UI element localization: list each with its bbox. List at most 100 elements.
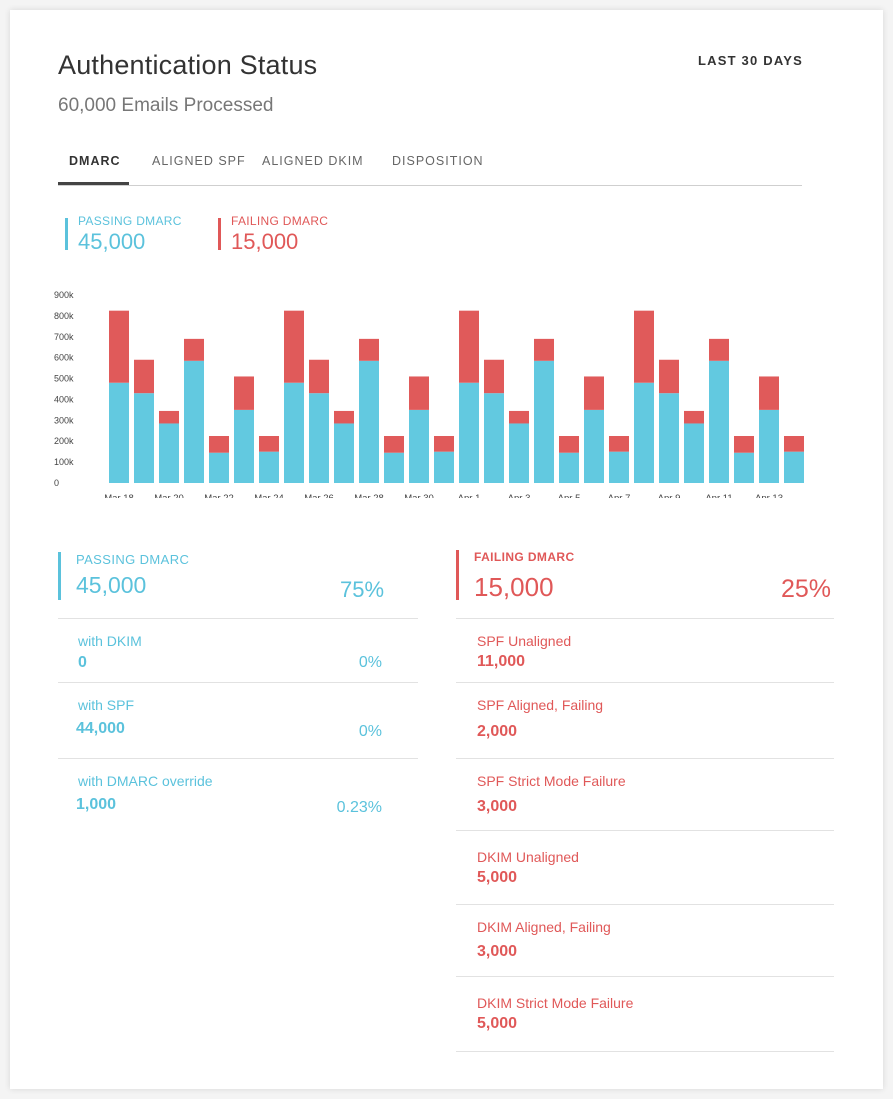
bar-passing <box>634 382 654 483</box>
y-tick-label: 700k <box>54 332 74 342</box>
bar-passing <box>784 451 804 483</box>
failing-row-spf-strict: SPF Strict Mode Failure 3,000 <box>456 758 834 831</box>
failing-summary-header: FAILING DMARC 15,000 <box>456 550 804 602</box>
bar-passing <box>259 451 279 483</box>
failing-row-label: DKIM Unaligned <box>477 849 579 865</box>
x-tick-label: Mar 26 <box>304 493 334 498</box>
authentication-status-card: Authentication Status 60,000 Emails Proc… <box>10 10 883 1089</box>
failing-summary-label: FAILING DMARC <box>474 550 575 564</box>
x-tick-label: Apr 7 <box>608 493 631 498</box>
failing-row-value: 11,000 <box>477 653 526 670</box>
tab-aligned-spf[interactable]: ALIGNED SPF <box>152 154 246 168</box>
x-tick-label: Apr 9 <box>658 493 681 498</box>
bar-failing <box>759 376 779 410</box>
failing-row-value: 5,000 <box>477 1015 518 1032</box>
x-tick-label: Mar 18 <box>104 493 134 498</box>
passing-row-value: 44,000 <box>76 720 125 737</box>
active-tab-indicator <box>58 182 129 185</box>
bar-passing <box>584 409 604 483</box>
date-range-selector[interactable]: LAST 30 DAYS <box>698 53 803 68</box>
bar-passing <box>509 423 529 483</box>
x-tick-label: Mar 28 <box>354 493 384 498</box>
bar-failing <box>334 410 354 424</box>
x-tick-label: Mar 30 <box>404 493 434 498</box>
passing-row-value: 1,000 <box>76 796 117 813</box>
y-tick-label: 300k <box>54 415 74 425</box>
legend-failing: FAILING DMARC 15,000 <box>218 214 328 254</box>
bar-failing <box>409 376 429 410</box>
passing-summary-label: PASSING DMARC <box>76 552 190 567</box>
page-title: Authentication Status <box>58 50 318 80</box>
bar-passing <box>284 382 304 483</box>
y-tick-label: 0 <box>54 478 59 488</box>
failing-row-spf-aligned-failing: SPF Aligned, Failing 2,000 <box>456 682 834 759</box>
bar-passing <box>534 360 554 483</box>
passing-row-spf: with SPF 44,000 0% <box>58 682 418 759</box>
bar-failing <box>134 359 154 394</box>
bar-failing <box>459 310 479 383</box>
bar-failing <box>634 310 654 383</box>
y-tick-label: 200k <box>54 436 74 446</box>
bar-passing <box>409 409 429 483</box>
bar-failing <box>159 410 179 424</box>
bar-passing <box>309 393 329 483</box>
passing-summary-percent: 75% <box>340 577 385 602</box>
failing-row-value: 5,000 <box>477 869 518 886</box>
y-tick-label: 600k <box>54 353 74 363</box>
failing-row-label: DKIM Strict Mode Failure <box>477 995 634 1011</box>
bar-passing <box>734 452 754 483</box>
failing-row-label: SPF Strict Mode Failure <box>477 773 626 789</box>
passing-row-dmarc-override: with DMARC override 1,000 0.23% <box>58 758 418 835</box>
bar-passing <box>434 451 454 483</box>
tab-disposition[interactable]: DISPOSITION <box>392 154 484 168</box>
bar-failing <box>434 436 454 452</box>
x-tick-label: Mar 20 <box>154 493 184 498</box>
legend-passing: PASSING DMARC 45,000 <box>65 214 182 254</box>
y-tick-label: 900k <box>54 290 74 300</box>
bar-failing <box>234 376 254 410</box>
tab-dmarc[interactable]: DMARC <box>69 154 121 168</box>
bar-passing <box>384 452 404 483</box>
bar-failing <box>359 338 379 361</box>
passing-row-dkim: with DKIM 0 0% <box>58 618 418 683</box>
x-tick-label: Apr 3 <box>508 493 531 498</box>
bar-failing <box>784 436 804 452</box>
failing-row-value: 3,000 <box>477 798 518 815</box>
bar-failing <box>509 410 529 424</box>
failing-row-dkim-aligned-failing: DKIM Aligned, Failing 3,000 <box>456 904 834 977</box>
bar-passing <box>334 423 354 483</box>
passing-row-percent: 0% <box>358 723 382 740</box>
bar-failing <box>259 436 279 452</box>
bar-failing <box>534 338 554 361</box>
passing-summary-header: PASSING DMARC 45,000 <box>58 552 406 600</box>
bar-passing <box>684 423 704 483</box>
bar-failing <box>709 338 729 361</box>
bar-passing <box>359 360 379 483</box>
y-tick-label: 400k <box>54 394 74 404</box>
bar-passing <box>609 451 629 483</box>
passing-row-percent: 0.23% <box>336 799 382 816</box>
bar-failing <box>559 436 579 453</box>
failing-row-value: 2,000 <box>477 723 518 740</box>
x-tick-label: Apr 11 <box>705 493 732 498</box>
bar-passing <box>184 360 204 483</box>
failing-row-label: DKIM Aligned, Failing <box>477 919 611 935</box>
x-tick-label: Apr 13 <box>755 493 783 498</box>
failing-row-dkim-strict: DKIM Strict Mode Failure 5,000 <box>456 976 834 1052</box>
bar-failing <box>184 338 204 361</box>
legend-failing-value: 15,000 <box>231 229 299 254</box>
bar-failing <box>659 359 679 394</box>
x-tick-label: Mar 24 <box>254 493 284 498</box>
bar-failing <box>309 359 329 394</box>
tab-aligned-dkim[interactable]: ALIGNED DKIM <box>262 154 364 168</box>
bar-failing <box>284 310 304 383</box>
bar-failing <box>209 436 229 453</box>
bar-failing <box>384 436 404 453</box>
passing-row-label: with SPF <box>78 697 135 713</box>
y-tick-label: 800k <box>54 311 74 321</box>
bar-passing <box>234 409 254 483</box>
bar-passing <box>484 393 504 483</box>
bar-passing <box>759 409 779 483</box>
bar-passing <box>134 393 154 483</box>
failing-row-value: 3,000 <box>477 943 518 960</box>
